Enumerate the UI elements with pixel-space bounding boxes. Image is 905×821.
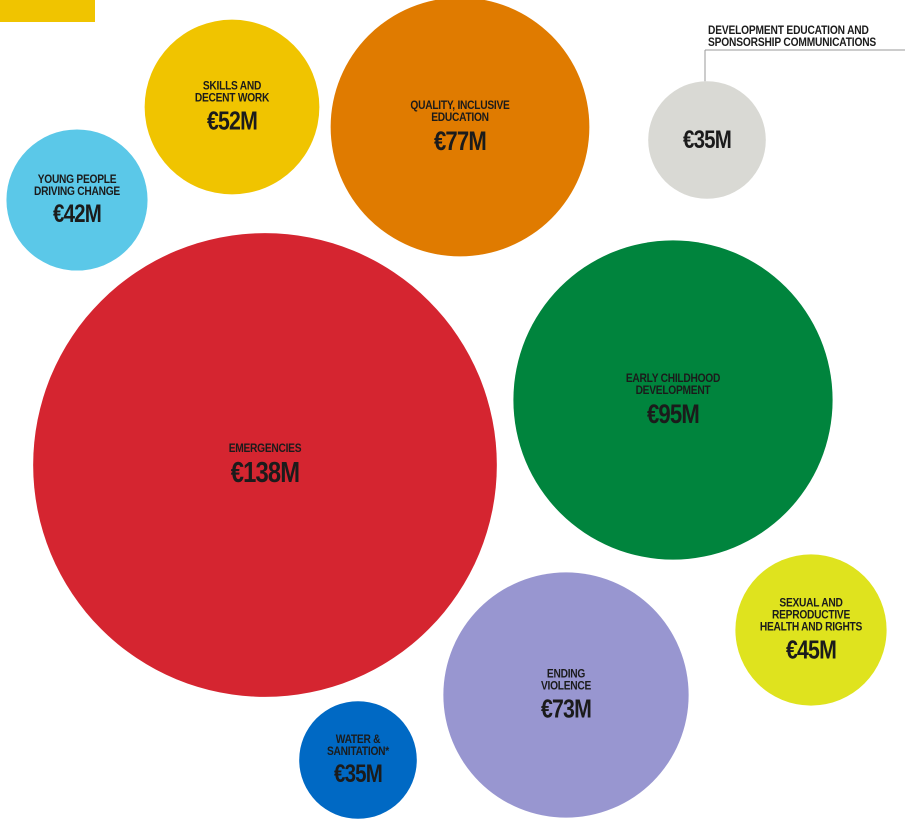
bubble-label: Ending violence €73M (521, 667, 611, 722)
bubble-label: Emergencies €138M (185, 442, 345, 488)
bubble-label: Early childhood development €95M (598, 372, 748, 428)
bubble-category-label: Ending violence (540, 666, 592, 693)
bubble (144, 19, 320, 195)
bubble-category-label: Development education and sponsorship co… (708, 23, 877, 49)
bubble (6, 129, 148, 271)
bubble (330, 0, 590, 257)
bubble-value-label: €77M (433, 125, 487, 156)
bubble-category-label: Early childhood development (625, 370, 721, 397)
bubble-category-label: Water & sanitation* (327, 731, 389, 758)
bubble-label: Skills and decent work €52M (182, 79, 282, 134)
bubble-value-label: €35M (333, 759, 383, 788)
bubble-value-label: €35M (682, 125, 732, 154)
bubble-value-label: €138M (230, 456, 300, 489)
bubble-value-label: €52M (206, 105, 258, 136)
bubble (648, 81, 766, 199)
bubble-label: Sexual and reproductive health and right… (741, 596, 881, 663)
bubble (299, 701, 417, 819)
bubble (33, 233, 497, 697)
bubble-value-label: €95M (646, 398, 700, 429)
bubble-category-label: Skills and decent work (194, 78, 270, 105)
bubble-category-label: Quality, inclusive education (410, 97, 510, 124)
bubble-category-label: Young people driving change (34, 171, 120, 198)
decor-bar (0, 0, 95, 22)
bubble-label: Young people driving change €42M (22, 173, 132, 227)
bubble (735, 554, 887, 706)
bubble (443, 572, 689, 818)
bubble-label: €35M (678, 125, 737, 154)
bubble-category-label: Emergencies (228, 440, 302, 455)
bubble (513, 240, 833, 560)
bubble-value-label: €73M (540, 693, 592, 724)
bubble-category-label: Sexual and reproductive health and right… (759, 595, 863, 634)
bubble-value-label: €45M (785, 634, 837, 665)
bubble-label: Water & sanitation* €35M (318, 733, 398, 787)
bubble-label: Quality, inclusive education €77M (400, 99, 520, 155)
bubble-value-label: €42M (52, 199, 102, 228)
